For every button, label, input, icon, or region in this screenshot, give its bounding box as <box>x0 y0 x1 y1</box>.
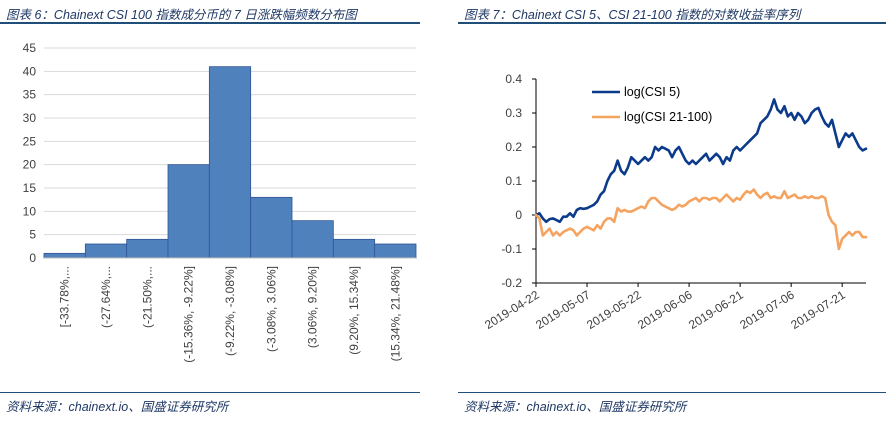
x-tick-label: (3.06%, 9.20%] <box>306 266 320 348</box>
histogram-bar <box>374 243 417 259</box>
log-return-panel: 图表 7：Chainext CSI 5、CSI 21-100 指数的对数收益率序… <box>458 0 886 423</box>
x-tick-label: (-21.50%,... <box>140 266 154 328</box>
right-title-rule <box>458 22 886 24</box>
x-tick-label: 2019-05-07 <box>533 288 593 333</box>
y-tick-label: 0.4 <box>505 72 522 86</box>
y-tick-label: 0.2 <box>505 140 522 154</box>
y-tick-label: -0.2 <box>501 276 522 290</box>
histogram-bar <box>250 196 293 259</box>
x-tick-label: 2019-06-21 <box>686 288 746 333</box>
y-tick-label: 10 <box>23 204 37 218</box>
y-tick-label: 40 <box>23 64 37 78</box>
right-source-note: 资料来源：chainext.io、国盛证券研究所 <box>464 400 687 414</box>
x-tick-label: (15.34%, 21.48%] <box>388 266 402 361</box>
histogram-bar <box>291 220 334 259</box>
y-tick-label: 20 <box>23 158 37 172</box>
log-return-chart: -0.2 -0.1 0 0.1 0.2 0.3 0.4 2019-04-222019-05-0… <box>482 72 868 333</box>
x-tick-label: 2019-04-22 <box>482 288 542 333</box>
histogram-chart: 0 5 10 15 20 25 30 35 40 45 [-33.78%,... (-27.64%,.… <box>23 41 417 363</box>
y-tick-label: 5 <box>29 228 36 242</box>
x-tick-label: (-3.08%, 3.06%] <box>264 266 278 352</box>
right-source-rule <box>458 392 886 393</box>
histogram-bar <box>43 252 86 259</box>
y-tick-label: 25 <box>23 134 37 148</box>
x-tick-label: (9.20%, 15.34%] <box>347 266 361 355</box>
left-source-note: 资料来源：chainext.io、国盛证券研究所 <box>6 400 229 414</box>
y-tick-label: -0.1 <box>501 242 522 256</box>
legend-label-1: log(CSI 5) <box>624 85 680 99</box>
series-line-1 <box>534 98 868 224</box>
y-tick-label: 0 <box>29 251 36 265</box>
x-tick-label: 2019-06-06 <box>635 288 695 333</box>
left-source-rule <box>0 392 420 393</box>
histogram-bar <box>208 66 252 259</box>
histogram-bar <box>167 164 210 259</box>
y-tick-label: 30 <box>23 111 37 125</box>
left-title-rule <box>0 22 420 24</box>
y-tick-label: 35 <box>23 88 37 102</box>
x-tick-label: (-27.64%,... <box>99 266 113 328</box>
y-tick-label: 15 <box>23 181 37 195</box>
x-tick-label: 2019-07-21 <box>788 288 848 333</box>
left-figure-title: 图表 6：Chainext CSI 100 指数成分币的 7 日涨跌幅频数分布图 <box>6 8 357 22</box>
histogram-panel: 图表 6：Chainext CSI 100 指数成分币的 7 日涨跌幅频数分布图… <box>0 0 420 423</box>
series-line-2 <box>534 188 868 251</box>
y-tick-label: 0.1 <box>505 174 522 188</box>
y-tick-label: 0 <box>515 208 522 222</box>
histogram-bar <box>332 238 376 259</box>
histogram-bar <box>84 243 128 259</box>
x-tick-label: 2019-05-22 <box>584 288 644 333</box>
x-tick-label: 2019-07-06 <box>737 288 797 333</box>
legend-label-2: log(CSI 21-100) <box>624 110 712 124</box>
right-figure-title: 图表 7：Chainext CSI 5、CSI 21-100 指数的对数收益率序… <box>464 8 801 22</box>
y-tick-label: 45 <box>23 41 37 55</box>
histogram-bar <box>126 238 169 259</box>
y-tick-label: 0.3 <box>505 106 522 120</box>
x-tick-label: (-15.36%, -9.22%] <box>182 266 196 363</box>
x-tick-label: (-9.22%, -3.08%] <box>223 266 237 356</box>
x-tick-label: [-33.78%,... <box>58 266 72 327</box>
